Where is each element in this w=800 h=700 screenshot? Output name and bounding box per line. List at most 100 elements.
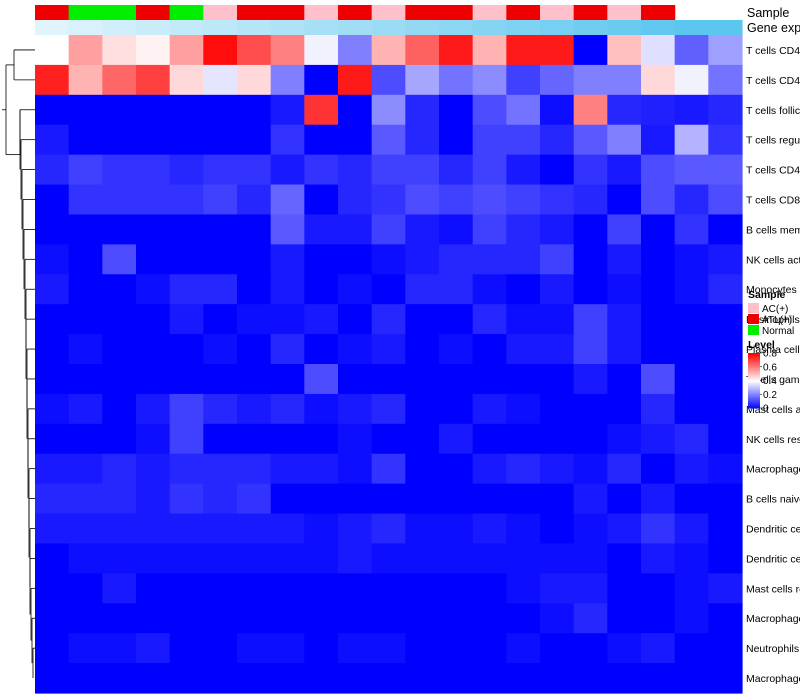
heatmap-cell — [35, 304, 70, 335]
heatmap-cell — [641, 453, 676, 485]
heatmap-cell — [540, 423, 575, 455]
heatmap-cell — [237, 244, 272, 275]
expression-annotation-cell — [270, 20, 305, 35]
row-label: Mast cells resting — [746, 583, 800, 595]
heatmap-cell — [540, 453, 575, 485]
level-legend-gradient-step — [748, 376, 760, 379]
heatmap-cell — [136, 35, 171, 66]
heatmap-cell — [203, 154, 238, 186]
heatmap-cell — [472, 214, 507, 245]
heatmap-cell — [68, 543, 103, 574]
heatmap-cell — [68, 214, 103, 245]
heatmap-cell — [237, 64, 272, 96]
expression-annotation-cell — [68, 20, 103, 35]
heatmap-cell — [405, 513, 440, 545]
heatmap-cell — [304, 304, 339, 335]
heatmap-cell — [136, 334, 171, 365]
heatmap-cell — [169, 64, 204, 96]
expression-annotation-cell — [35, 20, 70, 35]
heatmap-cell — [405, 184, 440, 216]
sample-annotation-cell — [68, 5, 137, 20]
heatmap-cell — [573, 393, 608, 425]
heatmap-cell — [674, 543, 709, 574]
heatmap-cell — [169, 304, 204, 335]
heatmap-cell — [203, 35, 238, 66]
heatmap-cell — [203, 603, 238, 634]
heatmap-cell — [708, 663, 743, 694]
heatmap-cell — [169, 663, 204, 694]
heatmap-cell — [304, 513, 339, 545]
heatmap-cell — [405, 453, 440, 485]
sample-legend-swatch — [748, 325, 759, 335]
heatmap-cell — [169, 483, 204, 515]
heatmap-cell — [472, 663, 507, 694]
heatmap-cell — [136, 393, 171, 425]
heatmap-cell — [270, 393, 305, 425]
heatmap-cell — [708, 393, 743, 425]
heatmap-cell — [270, 603, 305, 634]
heatmap-cell — [540, 274, 575, 305]
heatmap-cell — [405, 154, 440, 186]
heatmap-cell — [270, 304, 305, 335]
heatmap-cell — [203, 124, 238, 156]
level-legend-gradient-step — [748, 397, 760, 399]
heatmap-cell — [573, 663, 608, 694]
heatmap-cell — [472, 423, 507, 455]
heatmap-cell — [169, 393, 204, 425]
heatmap-cell — [169, 124, 204, 156]
heatmap-cell — [540, 94, 575, 126]
heatmap-cell — [405, 663, 440, 694]
heatmap-cell — [203, 274, 238, 305]
heatmap-cell — [270, 453, 305, 485]
row-label: B cells memory — [746, 224, 800, 236]
level-legend-gradient-step — [748, 359, 760, 362]
heatmap-cell — [338, 35, 373, 66]
level-legend-gradient-step — [748, 383, 760, 386]
heatmap-cell — [674, 274, 709, 305]
heatmap-cell — [371, 124, 406, 156]
heatmap-cell — [136, 633, 171, 664]
heatmap-cell — [607, 513, 642, 545]
heatmap-cell — [674, 334, 709, 365]
heatmap-cell — [607, 154, 642, 186]
heatmap-cell — [641, 244, 676, 275]
heatmap-cell — [641, 483, 676, 515]
row-label: NK cells activated — [746, 254, 800, 266]
heatmap-cell — [506, 304, 541, 335]
heatmap-cell — [169, 334, 204, 365]
heatmap-cell — [203, 513, 238, 545]
heatmap-cell — [439, 603, 474, 634]
heatmap-cell — [371, 663, 406, 694]
heatmap-cell — [405, 304, 440, 335]
heatmap-cell — [338, 184, 373, 216]
heatmap-cell — [338, 423, 373, 455]
sample-annotation-cell — [506, 5, 541, 20]
heatmap-cell — [472, 64, 507, 96]
heatmap-cell — [708, 35, 743, 66]
expression-annotation-cell — [607, 20, 642, 35]
heatmap-cell — [136, 214, 171, 245]
heatmap-cell — [607, 453, 642, 485]
level-legend-gradient-step — [748, 361, 760, 364]
heatmap-cell — [472, 154, 507, 186]
heatmap-cell — [674, 64, 709, 96]
heatmap-cell — [102, 513, 137, 545]
heatmap-cell — [472, 274, 507, 305]
heatmap-cell — [169, 633, 204, 664]
heatmap-cell — [102, 453, 137, 485]
heatmap-cell — [338, 274, 373, 305]
heatmap-cell — [371, 483, 406, 515]
sample-legend-label: Normal — [762, 326, 794, 337]
heatmap-cell — [237, 543, 272, 574]
heatmap-cell — [439, 214, 474, 245]
level-legend-title: Level — [748, 339, 775, 351]
heatmap-cell — [540, 603, 575, 634]
heatmap-cell — [708, 483, 743, 515]
heatmap-cell — [270, 274, 305, 305]
heatmap-cell — [237, 124, 272, 156]
heatmap-cell — [68, 453, 103, 485]
heatmap-cell — [506, 64, 541, 96]
level-legend-tick-label: 0.6 — [763, 362, 777, 373]
heatmap-cell — [169, 513, 204, 545]
heatmap-cell — [641, 573, 676, 604]
